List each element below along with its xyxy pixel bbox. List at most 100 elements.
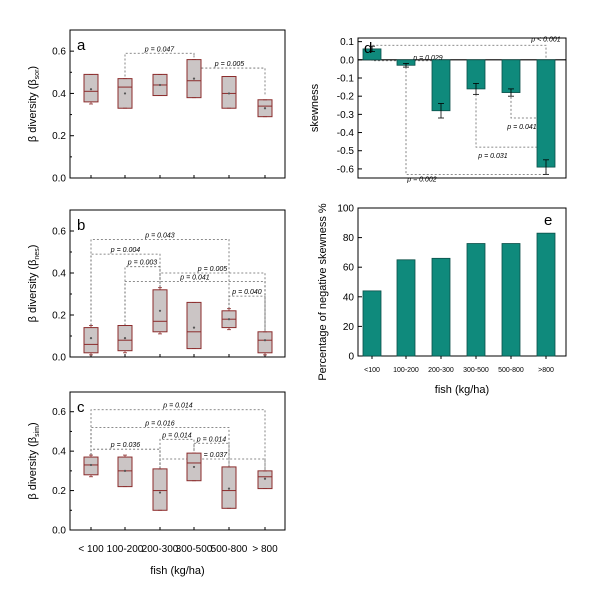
x-axis-label: fish (kg/ha)	[435, 384, 489, 396]
bar-0	[362, 45, 382, 61]
mean-point	[192, 77, 196, 80]
box-2	[152, 468, 168, 511]
mean-point	[123, 337, 127, 340]
p-value-label: p = 0.005	[197, 266, 227, 273]
mean-point	[89, 88, 93, 91]
box-4	[221, 76, 237, 109]
y-axis-label: β diversity (βsim)	[27, 422, 41, 499]
y-tick-label: 0	[348, 352, 354, 363]
box-0	[83, 454, 99, 478]
significance-bracket: p = 0.031	[475, 94, 546, 160]
p-value-label: p = 0.047	[144, 46, 175, 53]
plot-frame	[357, 37, 567, 179]
mean-point	[263, 107, 267, 110]
significance-bracket: p = 0.041	[506, 88, 546, 131]
box-0	[83, 325, 99, 356]
y-tick-label: 0.0	[52, 526, 66, 537]
box-4	[221, 308, 237, 331]
bar	[536, 232, 556, 357]
bar-4	[501, 59, 521, 97]
box-body	[186, 301, 202, 350]
y-tick-label: 100	[337, 204, 354, 215]
significance-bracket: p = 0.005	[159, 266, 266, 330]
significance-bracket: p = 0.040	[228, 289, 266, 330]
panel-e: 0 20 40 60 80 100 <100 100-200 200-300 300-500 500…	[317, 203, 567, 396]
panel-d: 0.1 0.0 -0.1 -0.2 -0.3 -0.4 -0.5 -0.6 p < 0.001 p…	[309, 37, 567, 184]
x-tick-label: < 100	[78, 544, 104, 555]
y-tick-label: 0.6	[52, 47, 66, 58]
p-value-label: p = 0.005	[214, 61, 244, 68]
y-axis-label: skewness	[309, 83, 321, 132]
p-value-label: p = 0.014	[196, 436, 226, 443]
box-1	[117, 454, 133, 488]
bar-1	[396, 59, 416, 68]
y-tick-label: 60	[343, 263, 355, 274]
p-value-label: p = 0.014	[161, 432, 191, 439]
mean-point	[89, 463, 93, 467]
x-tick-label: 200-300	[142, 544, 179, 555]
bracket-line	[124, 52, 195, 77]
x-tick-label: > 800	[252, 544, 278, 555]
bar	[501, 243, 521, 357]
box-3	[186, 59, 202, 99]
box-body	[83, 327, 99, 354]
mean-point	[158, 309, 162, 312]
bar	[431, 257, 451, 357]
y-tick-label: 0.4	[52, 269, 66, 280]
box-body	[152, 468, 168, 511]
y-tick-label: 20	[343, 322, 355, 333]
bar-2	[431, 59, 451, 119]
bar	[396, 259, 416, 357]
mean-point	[227, 487, 231, 490]
p-value-label: p = 0.043	[144, 232, 174, 239]
y-tick-label: 0.6	[52, 407, 66, 418]
y-tick-label: 0.2	[52, 131, 66, 142]
y-tick-label: 0.2	[52, 486, 66, 497]
y-axis-label: β diversity (βsor)	[27, 66, 41, 142]
y-axis-label-close: )	[27, 66, 39, 70]
y-tick-label: -0.3	[337, 110, 355, 121]
bar-5	[536, 59, 556, 175]
p-value-label: p = 0.016	[144, 420, 174, 427]
box-1	[117, 325, 133, 354]
box-0	[83, 73, 99, 105]
x-tick-label: >800	[538, 367, 554, 374]
significance-bracket: p = 0.014	[90, 403, 266, 471]
x-tick-label: 100-200	[393, 367, 419, 374]
x-tick-label: 500-800	[498, 367, 524, 374]
y-tick-label: 0.1	[340, 37, 354, 48]
panel-a: 0.0 0.2 0.4 0.6 a β diversity (βsor) p = 0.047…	[27, 29, 286, 185]
y-axis-label-subscript: sim	[34, 426, 41, 437]
y-tick-label: 0.0	[52, 353, 66, 364]
panel-c: 0.0 0.2 0.4 0.6 c β diversity (βsim) p = 0.014…	[27, 391, 286, 577]
y-tick-label: 0.0	[340, 55, 354, 66]
mean-point	[123, 92, 127, 95]
box-5	[257, 331, 273, 356]
y-axis-label-main: β diversity (β	[27, 79, 39, 142]
y-axis-label-main: β diversity (β	[27, 437, 39, 500]
p-value-label: p = 0.031	[477, 153, 507, 160]
x-tick-label: 200-300	[428, 367, 454, 374]
bracket-line	[90, 427, 230, 467]
y-tick-label: -0.5	[337, 146, 355, 157]
box-4	[221, 466, 237, 509]
box-2	[152, 287, 168, 335]
bracket-line	[475, 94, 546, 148]
bracket-line	[159, 458, 266, 471]
plot-frame	[69, 29, 286, 179]
x-tick-label: 300-500	[463, 367, 489, 374]
bar-3	[466, 59, 486, 95]
y-tick-label: 0.4	[52, 447, 66, 458]
p-value-label: p = 0.040	[231, 289, 261, 296]
panel-letter: e	[544, 212, 552, 229]
panel-letter: a	[77, 37, 86, 54]
bar	[466, 243, 486, 357]
y-axis-label: β diversity (βnes)	[27, 245, 41, 323]
mean-point	[227, 318, 231, 321]
significance-bracket: p = 0.005	[193, 55, 266, 96]
significance-bracket: p = 0.037	[159, 452, 266, 471]
x-axis-label: fish (kg/ha)	[150, 565, 204, 577]
significance-bracket: p = 0.047	[124, 46, 195, 77]
mean-point	[192, 326, 196, 329]
